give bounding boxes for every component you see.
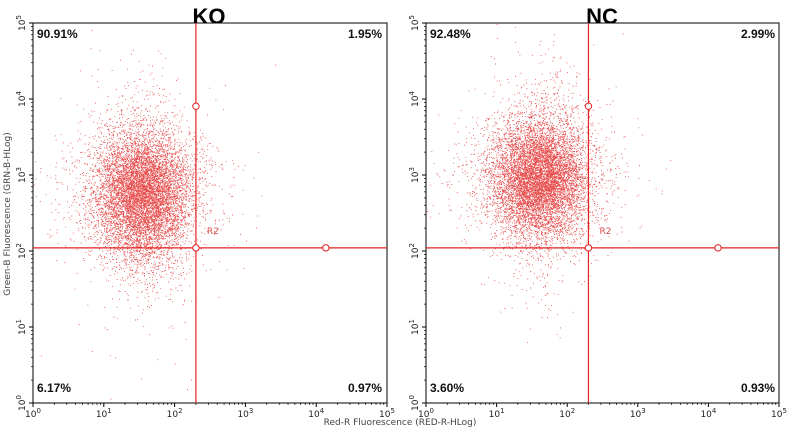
x-axis-label: Red-R Fluorescence (RED-R-HLog) <box>324 418 477 428</box>
quadrant-upper-right-percent: 1.95% <box>348 27 382 41</box>
quadrant-gate: R2 <box>426 23 779 403</box>
x-tick-label: 102 <box>559 407 575 420</box>
gate-handle-right[interactable] <box>714 244 722 252</box>
gate-handle-top[interactable] <box>584 102 593 110</box>
y-tick-label: 103 <box>15 167 28 183</box>
x-tick-label: 101 <box>489 407 505 420</box>
x-tick-label: 103 <box>630 407 646 420</box>
y-tick-label: 101 <box>15 319 28 335</box>
scatter-point-cloud <box>34 30 277 400</box>
scatter-points <box>34 30 277 400</box>
y-tick-label: 105 <box>408 15 421 31</box>
quadrant-gate: R2 <box>33 23 387 403</box>
y-axis-label: Green-B Fluorescence (GRN-B-HLog) <box>3 132 13 296</box>
gate-region-label: R2 <box>599 227 611 237</box>
gate-handle-center[interactable] <box>584 244 593 252</box>
quadrant-upper-left-percent: 92.48% <box>430 27 471 41</box>
x-tick-label: 100 <box>418 407 434 420</box>
quadrant-lower-left-percent: 6.17% <box>37 381 71 395</box>
y-axis-ticks: 100 101 102 103 104 105 <box>15 15 33 411</box>
y-tick-label: 100 <box>408 395 421 411</box>
scatter-point-cloud <box>427 24 672 344</box>
panel-nc: NC R2 92.48% 2.99% 3.60% 0.93% 100 101 102… <box>408 4 787 420</box>
x-tick-label: 103 <box>237 407 253 420</box>
quadrant-upper-right-percent: 2.99% <box>741 27 775 41</box>
x-tick-label: 102 <box>167 407 183 420</box>
quadrant-lower-right-percent: 0.97% <box>348 381 382 395</box>
x-tick-label: 104 <box>308 407 324 420</box>
x-tick-label: 105 <box>771 407 787 420</box>
y-tick-label: 103 <box>408 167 421 183</box>
scatter-points <box>427 24 672 344</box>
y-tick-label: 102 <box>408 243 421 259</box>
gate-handle-right[interactable] <box>322 244 330 252</box>
x-tick-label: 105 <box>379 407 395 420</box>
panel-ko: KO R2 90.91% 1.95% 6.17% 0.97% 100 101 102… <box>15 4 395 420</box>
quadrant-lower-right-percent: 0.93% <box>741 381 775 395</box>
y-tick-label: 101 <box>408 319 421 335</box>
gate-handle-top[interactable] <box>192 102 200 110</box>
x-tick-label: 100 <box>25 407 41 420</box>
quadrant-upper-left-percent: 90.91% <box>37 27 78 41</box>
y-axis-ticks: 100 101 102 103 104 105 <box>408 15 426 411</box>
quadrant-lower-left-percent: 3.60% <box>430 381 464 395</box>
gate-region-label: R2 <box>207 227 219 237</box>
x-tick-label: 104 <box>700 407 716 420</box>
y-tick-label: 102 <box>15 243 28 259</box>
x-axis-ticks: 100 101 102 103 104 105 <box>418 403 787 420</box>
y-tick-label: 100 <box>15 395 28 411</box>
plot-frame <box>425 22 780 404</box>
y-tick-label: 105 <box>15 15 28 31</box>
x-tick-label: 101 <box>96 407 112 420</box>
y-tick-label: 104 <box>15 91 28 107</box>
x-axis-ticks: 100 101 102 103 104 105 <box>25 403 395 420</box>
gate-handle-center[interactable] <box>192 244 200 252</box>
y-tick-label: 104 <box>408 91 421 107</box>
